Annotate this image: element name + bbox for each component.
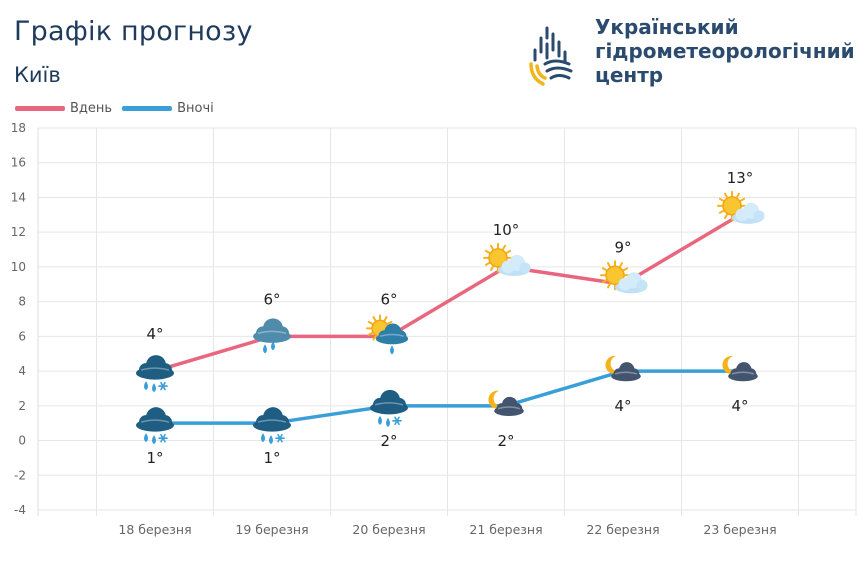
- data-label: 6°: [380, 290, 397, 308]
- y-tick-label: 2: [18, 399, 26, 413]
- legend-swatch-day: [15, 106, 65, 111]
- city-name: Київ: [14, 63, 61, 87]
- legend-label-night: Вночі: [177, 101, 214, 116]
- data-label: 4°: [146, 325, 163, 343]
- data-label: 1°: [263, 449, 280, 467]
- moon-cloud-icon: [488, 390, 524, 417]
- x-tick-label: 22 березня: [586, 522, 659, 537]
- moon-cloud-icon: [605, 355, 641, 382]
- cloud-rain-icon: [253, 318, 291, 354]
- cloud-rain-snow-icon: [136, 355, 174, 393]
- y-tick-label: 6: [18, 329, 26, 343]
- series-line: [155, 369, 740, 425]
- moon-cloud-icon: [722, 355, 758, 382]
- y-tick-label: 10: [11, 260, 26, 274]
- data-label: 4°: [614, 397, 631, 415]
- y-tick-label: 16: [11, 156, 26, 170]
- data-label: 13°: [727, 169, 754, 187]
- y-tick-label: 12: [11, 225, 26, 239]
- sun-cloud-icon: [717, 190, 765, 224]
- data-label: 1°: [146, 449, 163, 467]
- x-tick-label: 20 березня: [352, 522, 425, 537]
- sun-cloud-icon: [600, 260, 648, 294]
- y-tick-label: -2: [14, 468, 26, 482]
- x-tick-label: 18 березня: [118, 522, 191, 537]
- data-label: 6°: [263, 290, 280, 308]
- data-label: 4°: [731, 397, 748, 415]
- page-title: Графік прогнозу: [14, 16, 253, 47]
- legend-swatch-night: [122, 106, 173, 111]
- org-line-2: гідрометеорологічний: [595, 39, 855, 63]
- cloud-rain-snow-icon: [253, 407, 291, 445]
- hydromet-logo-icon: [529, 26, 573, 86]
- org-line-1: Український: [595, 15, 739, 39]
- y-tick-label: 8: [18, 295, 26, 309]
- y-tick-label: 0: [18, 434, 26, 448]
- sun-cloud-rain-icon: [366, 314, 409, 355]
- legend-item-day[interactable]: Вдень: [15, 101, 112, 116]
- data-label: 9°: [614, 238, 631, 256]
- y-tick-label: -4: [14, 503, 26, 517]
- y-tick-label: 18: [11, 121, 26, 135]
- data-label: 2°: [497, 432, 514, 450]
- organization-name: Український гідрометеорологічний центр: [595, 15, 863, 87]
- x-tick-label: 21 березня: [469, 522, 542, 537]
- chart-legend: Вдень Вночі: [15, 101, 224, 116]
- cloud-rain-snow-icon: [136, 407, 174, 445]
- org-line-3: центр: [595, 63, 664, 87]
- x-tick-label: 23 березня: [703, 522, 776, 537]
- y-tick-label: 4: [18, 364, 26, 378]
- x-tick-label: 19 березня: [235, 522, 308, 537]
- series-line: [154, 213, 741, 373]
- data-label: 10°: [493, 221, 520, 239]
- data-label: 2°: [380, 432, 397, 450]
- legend-item-night[interactable]: Вночі: [122, 101, 214, 116]
- cloud-rain-snow-icon: [370, 389, 408, 427]
- sun-cloud-icon: [483, 242, 531, 276]
- y-tick-label: 14: [11, 190, 26, 204]
- legend-label-day: Вдень: [70, 101, 113, 116]
